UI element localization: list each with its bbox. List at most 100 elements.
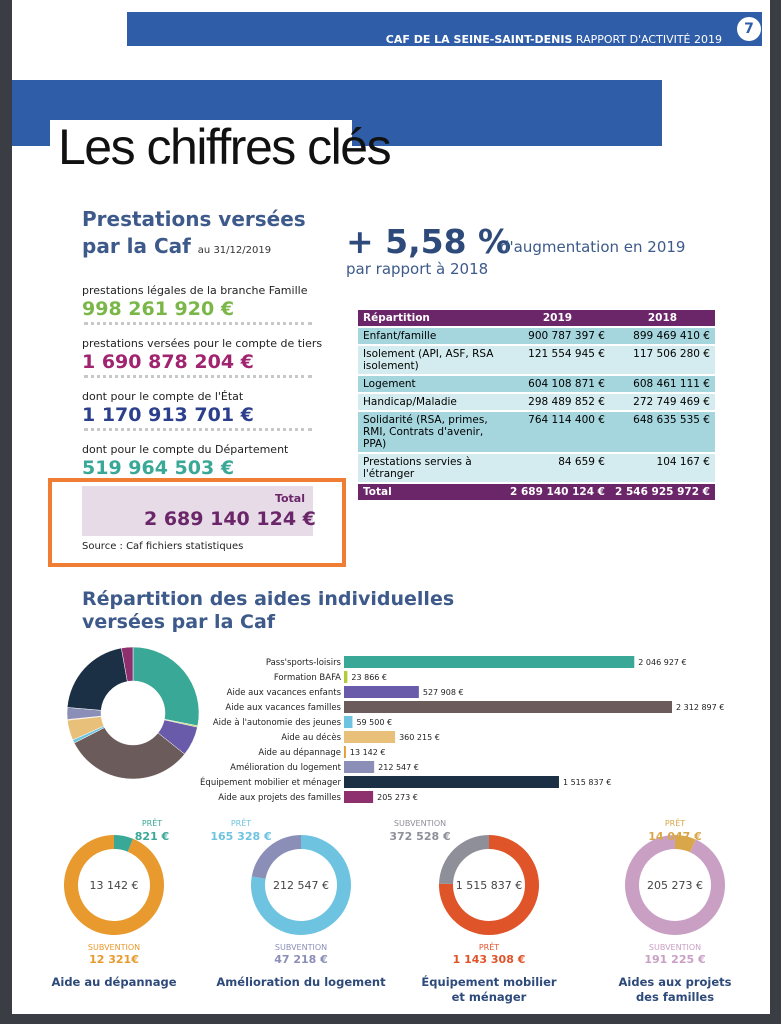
- segment-value: 14 047 €: [648, 830, 702, 843]
- donut-caption: des familles: [636, 990, 714, 1004]
- cell: 104 167 €: [610, 454, 715, 482]
- item-amount: 519 964 503 €: [82, 457, 235, 479]
- org: CAF DE LA SEINE-SAINT-DENIS: [385, 33, 573, 46]
- total-cell: 2 689 140 124 €: [505, 484, 610, 500]
- total-cell: Total: [358, 484, 505, 500]
- bar: [344, 671, 348, 683]
- segment-name: PRÊT: [665, 817, 685, 828]
- segment-value: 12 321€: [89, 953, 139, 966]
- cell: Isolement (API, ASF, RSA isolement): [358, 346, 505, 374]
- donut-caption: et ménager: [452, 990, 527, 1004]
- segment-value: 372 528 €: [389, 830, 450, 843]
- cell: Logement: [358, 376, 505, 392]
- cell: Handicap/Maladie: [358, 394, 505, 410]
- donut-center: 1 515 837 €: [456, 879, 522, 892]
- donut-caption: Aide au dépannage: [51, 975, 176, 989]
- item-amount: 1 690 878 204 €: [82, 351, 254, 373]
- cell: 272 749 469 €: [610, 394, 715, 410]
- cell: 764 114 400 €: [505, 412, 610, 452]
- cell: 900 787 397 €: [505, 328, 610, 344]
- heading: Prestations versées: [82, 207, 306, 231]
- bar-value: 205 273 €: [377, 793, 418, 802]
- highlight-frame: [48, 478, 346, 567]
- bar-value: 360 215 €: [399, 733, 440, 742]
- donut-segment: [675, 835, 696, 853]
- bar-value: 527 908 €: [423, 688, 464, 697]
- donut-segment: [132, 646, 200, 727]
- item-amount: 1 170 913 701 €: [82, 404, 254, 426]
- page-number: 7: [737, 17, 761, 41]
- table-row: Solidarité (RSA, primes, RMI, Contrats d…: [358, 412, 715, 452]
- section-title: Répartition des aides individuelles: [82, 588, 455, 610]
- segment-value: 47 218 €: [274, 953, 328, 966]
- segment-name: SUBVENTION: [394, 819, 446, 828]
- bar: [344, 761, 375, 773]
- segment-name: SUBVENTION: [88, 943, 140, 952]
- donut-segment: [66, 647, 128, 711]
- bar-label: Formation BAFA: [274, 673, 341, 683]
- bar: [344, 746, 346, 758]
- cell: Enfant/famille: [358, 328, 505, 344]
- segment-value: 821 €: [135, 830, 169, 843]
- donut-caption: Amélioration du logement: [216, 975, 386, 989]
- table-header: Répartition 2019 2018: [358, 310, 715, 326]
- item-label: dont pour le compte du Département: [82, 443, 289, 456]
- donut-segment: [439, 835, 489, 885]
- donut-segment: [114, 835, 134, 852]
- bar-value: 23 866 €: [351, 673, 387, 682]
- header-bar: CAF DE LA SEINE-SAINT-DENIS RAPPORT D'AC…: [127, 12, 762, 46]
- segment-name: PRÊT: [142, 817, 162, 828]
- bar: [344, 656, 635, 668]
- section-title: versées par la Caf: [82, 611, 276, 633]
- item-label: prestations légales de la branche Famill…: [82, 284, 308, 297]
- cell: 121 554 945 €: [505, 346, 610, 374]
- growth-text: d'augmentation en 2019: [500, 238, 686, 256]
- heading-2: par la Caf: [82, 234, 191, 258]
- bar-label: Aide au décès: [281, 732, 341, 743]
- bar-label: Aide au dépannage: [258, 747, 341, 758]
- segment-name: PRÊT: [231, 817, 251, 828]
- cell: 298 489 852 €: [505, 394, 610, 410]
- bar-label: Amélioration du logement: [230, 762, 342, 773]
- donut-caption: Aides aux projets: [619, 975, 732, 989]
- bar: [344, 791, 374, 803]
- segment-value: 165 328 €: [210, 830, 271, 843]
- heading: par la Caf au 31/12/2019: [82, 234, 271, 258]
- cell: 117 506 280 €: [610, 346, 715, 374]
- cell: Prestations servies à l'étranger: [358, 454, 505, 482]
- donut-center: 205 273 €: [647, 879, 703, 892]
- total-value: 2 689 140 124 €: [144, 508, 316, 530]
- bar-label: Aide à l'autonomie des jeunes: [213, 718, 342, 728]
- item-amount: 998 261 920 €: [82, 298, 235, 320]
- report: RAPPORT D'ACTIVITÉ 2019: [575, 33, 722, 46]
- bar-label: Aide aux vacances familles: [225, 703, 341, 713]
- bar-label: Équipement mobilier et ménager: [200, 776, 341, 788]
- bar-value: 1 515 837 €: [563, 778, 611, 787]
- header-text: CAF DE LA SEINE-SAINT-DENIS RAPPORT D'AC…: [386, 33, 722, 46]
- cell: 84 659 €: [505, 454, 610, 482]
- cell: Solidarité (RSA, primes, RMI, Contrats d…: [358, 412, 505, 452]
- source: Source : Caf fichiers statistiques: [82, 541, 244, 552]
- bar: [344, 716, 353, 728]
- bar-value: 59 500 €: [356, 718, 392, 727]
- growth-value: + 5,58 %: [346, 222, 512, 261]
- bar: [344, 686, 419, 698]
- header-cell: 2018: [610, 310, 715, 326]
- bar-value: 13 142 €: [350, 748, 386, 757]
- donut-segment: [121, 646, 134, 682]
- total-cell: 2 546 925 972 €: [610, 484, 715, 500]
- date: au 31/12/2019: [197, 245, 272, 256]
- cell: 604 108 871 €: [505, 376, 610, 392]
- table-row: Prestations servies à l'étranger 84 659 €…: [358, 454, 715, 482]
- bar-label: Aide aux vacances enfants: [227, 688, 342, 698]
- table-row: Enfant/famille 900 787 397 €899 469 410 €: [358, 328, 715, 344]
- bar-value: 212 547 €: [378, 763, 419, 772]
- header-cell: Répartition: [358, 310, 505, 326]
- item-label: dont pour le compte de l'État: [82, 390, 244, 403]
- donut-center: 13 142 €: [90, 879, 139, 892]
- bar-label: Pass'sports-loisirs: [266, 658, 342, 668]
- title-box: [50, 120, 352, 182]
- separator: [84, 428, 312, 431]
- donut-center: 212 547 €: [273, 879, 329, 892]
